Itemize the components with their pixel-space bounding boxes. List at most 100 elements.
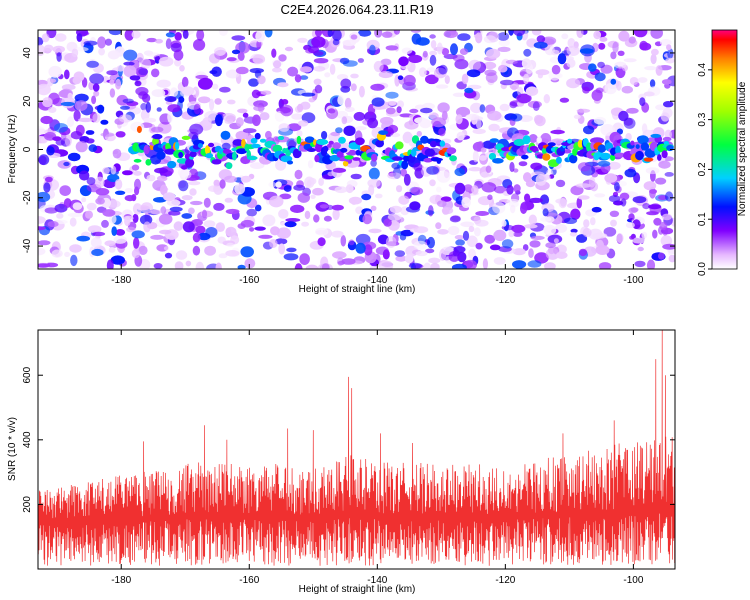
spectrogram-noise-blob bbox=[634, 260, 646, 268]
spectrogram-noise-blob bbox=[242, 128, 257, 134]
spectrogram-signal-blob bbox=[152, 133, 163, 140]
spectrogram-signal-blob bbox=[657, 154, 662, 161]
spectrogram-noise-blob bbox=[327, 171, 335, 177]
spectrogram-noise-blob bbox=[154, 167, 168, 174]
spectrogram-noise-blob bbox=[651, 48, 659, 56]
spectrogram-noise-blob bbox=[97, 104, 105, 114]
spectrogram-noise-blob bbox=[167, 111, 174, 123]
spectrogram-noise-blob bbox=[237, 264, 246, 269]
spectrogram-signal-blob bbox=[220, 130, 231, 140]
spectrogram-noise-blob bbox=[81, 197, 87, 203]
spectrogram-noise-blob bbox=[38, 263, 51, 268]
spectrogram-noise-blob bbox=[329, 63, 336, 75]
spectrogram-noise-blob bbox=[628, 213, 635, 221]
spectrogram-noise-blob bbox=[268, 195, 284, 208]
spectrogram-noise-blob bbox=[225, 208, 240, 215]
spectrogram-noise-blob bbox=[593, 116, 607, 125]
spectrogram-noise-blob bbox=[332, 167, 347, 173]
spectrogram-signal-blob bbox=[143, 144, 150, 155]
spectrogram-noise-blob bbox=[492, 201, 506, 214]
spectrogram-signal-blob bbox=[640, 142, 650, 151]
spectrogram-noise-blob bbox=[74, 100, 88, 111]
spectrogram-noise-blob bbox=[665, 57, 675, 64]
spectrogram-signal-blob bbox=[355, 137, 365, 146]
spectrogram-noise-blob bbox=[334, 186, 348, 194]
spectrogram-noise-blob bbox=[286, 247, 297, 253]
spectrogram-noise-blob bbox=[209, 53, 220, 64]
spectrogram-noise-blob bbox=[165, 32, 176, 38]
spectrogram-noise-blob bbox=[632, 237, 646, 244]
spectrogram-noise-blob bbox=[531, 30, 542, 36]
spectrogram-noise-blob bbox=[258, 234, 273, 239]
spectrogram-noise-blob bbox=[461, 197, 471, 208]
spectrogram-noise-blob bbox=[83, 40, 98, 46]
spectrogram-noise-blob bbox=[132, 213, 139, 223]
spectrogram-noise-blob bbox=[165, 38, 172, 50]
snr-x-axis-label: Height of straight line (km) bbox=[299, 584, 416, 595]
spectrogram-noise-blob bbox=[525, 86, 539, 96]
spectrogram-noise-blob bbox=[430, 262, 440, 269]
spectrogram-noise-blob bbox=[297, 37, 308, 43]
spectrogram-noise-blob bbox=[231, 35, 246, 41]
spectrogram-noise-blob bbox=[225, 69, 240, 79]
spectrogram-noise-blob bbox=[494, 185, 507, 194]
spectrogram-noise-blob bbox=[51, 249, 63, 258]
spectrogram-noise-blob bbox=[439, 248, 447, 261]
spectrogram-noise-blob bbox=[488, 31, 500, 43]
spectrogram-noise-blob bbox=[249, 227, 255, 232]
spectrogram-signal-blob bbox=[547, 142, 556, 147]
spectrogram-noise-blob bbox=[253, 105, 265, 112]
spectrogram-noise-blob bbox=[74, 46, 89, 52]
spectrogram-noise-blob bbox=[115, 131, 126, 138]
spectrogram-noise-blob bbox=[369, 44, 376, 56]
spectrogram-noise-blob bbox=[660, 112, 670, 122]
spectrogram-signal-blob bbox=[185, 158, 195, 168]
spectrogram-noise-blob bbox=[249, 162, 265, 170]
spectrogram-signal-blob bbox=[378, 130, 389, 136]
spectrogram-noise-blob bbox=[604, 173, 618, 183]
spectrogram-noise-blob bbox=[423, 262, 432, 269]
spectrogram-noise-blob bbox=[332, 30, 342, 42]
spectrogram-noise-blob bbox=[146, 174, 156, 182]
spectrogram-signal-blob bbox=[225, 162, 233, 170]
spectrogram-noise-blob bbox=[561, 33, 569, 40]
spectrogram-noise-blob bbox=[150, 209, 162, 215]
spectrogram-noise-blob bbox=[426, 166, 439, 175]
snr-panel: -180 -160 -140 -120 -100 200 400 600 Height of… bbox=[7, 329, 676, 595]
y-tick-label: 0 bbox=[22, 146, 33, 152]
spectrogram-noise-blob bbox=[598, 42, 606, 50]
spectrogram-noise-blob bbox=[226, 242, 235, 247]
spectrogram-noise-blob bbox=[428, 257, 441, 264]
spectrogram-noise-blob bbox=[542, 208, 549, 217]
spectrogram-signal-blob bbox=[630, 140, 635, 146]
spectrogram-noise-blob bbox=[109, 88, 116, 98]
spectrogram-noise-blob bbox=[133, 170, 142, 176]
spectrogram-noise-blob bbox=[540, 133, 552, 145]
spectrogram-noise-blob bbox=[52, 136, 62, 142]
spectrogram-noise-blob bbox=[472, 128, 486, 135]
spectrogram-signal-blob bbox=[208, 142, 215, 148]
spectrogram-noise-blob bbox=[618, 110, 629, 122]
spectrogram-noise-blob bbox=[72, 202, 83, 211]
spectrogram-noise-blob bbox=[156, 175, 168, 182]
spectrogram-signal-blob bbox=[232, 151, 237, 161]
spectrogram-noise-blob bbox=[86, 202, 97, 211]
spectrogram-noise-blob bbox=[398, 56, 409, 67]
spectrogram-noise-blob bbox=[270, 226, 280, 236]
spectrogram-noise-blob bbox=[497, 32, 510, 41]
spectrogram-noise-blob bbox=[312, 187, 324, 196]
spectrogram-noise-blob bbox=[620, 198, 627, 207]
spectrogram-noise-blob bbox=[644, 66, 657, 71]
spectrogram-noise-blob bbox=[109, 79, 115, 85]
spectrogram-noise-blob bbox=[582, 86, 590, 94]
spectrogram-noise-blob bbox=[293, 184, 306, 191]
spectrogram-noise-blob bbox=[590, 217, 596, 226]
spectrogram-signal-blob bbox=[401, 160, 409, 170]
spectrogram-noise-blob bbox=[399, 233, 407, 241]
spectrogram-noise-blob bbox=[100, 119, 109, 125]
spectrogram-noise-blob bbox=[528, 134, 538, 143]
spectrogram-noise-blob bbox=[576, 30, 584, 39]
spectrogram-noise-blob bbox=[358, 30, 372, 37]
spectrogram-noise-blob bbox=[312, 51, 324, 56]
spectrogram-noise-blob bbox=[483, 61, 497, 70]
